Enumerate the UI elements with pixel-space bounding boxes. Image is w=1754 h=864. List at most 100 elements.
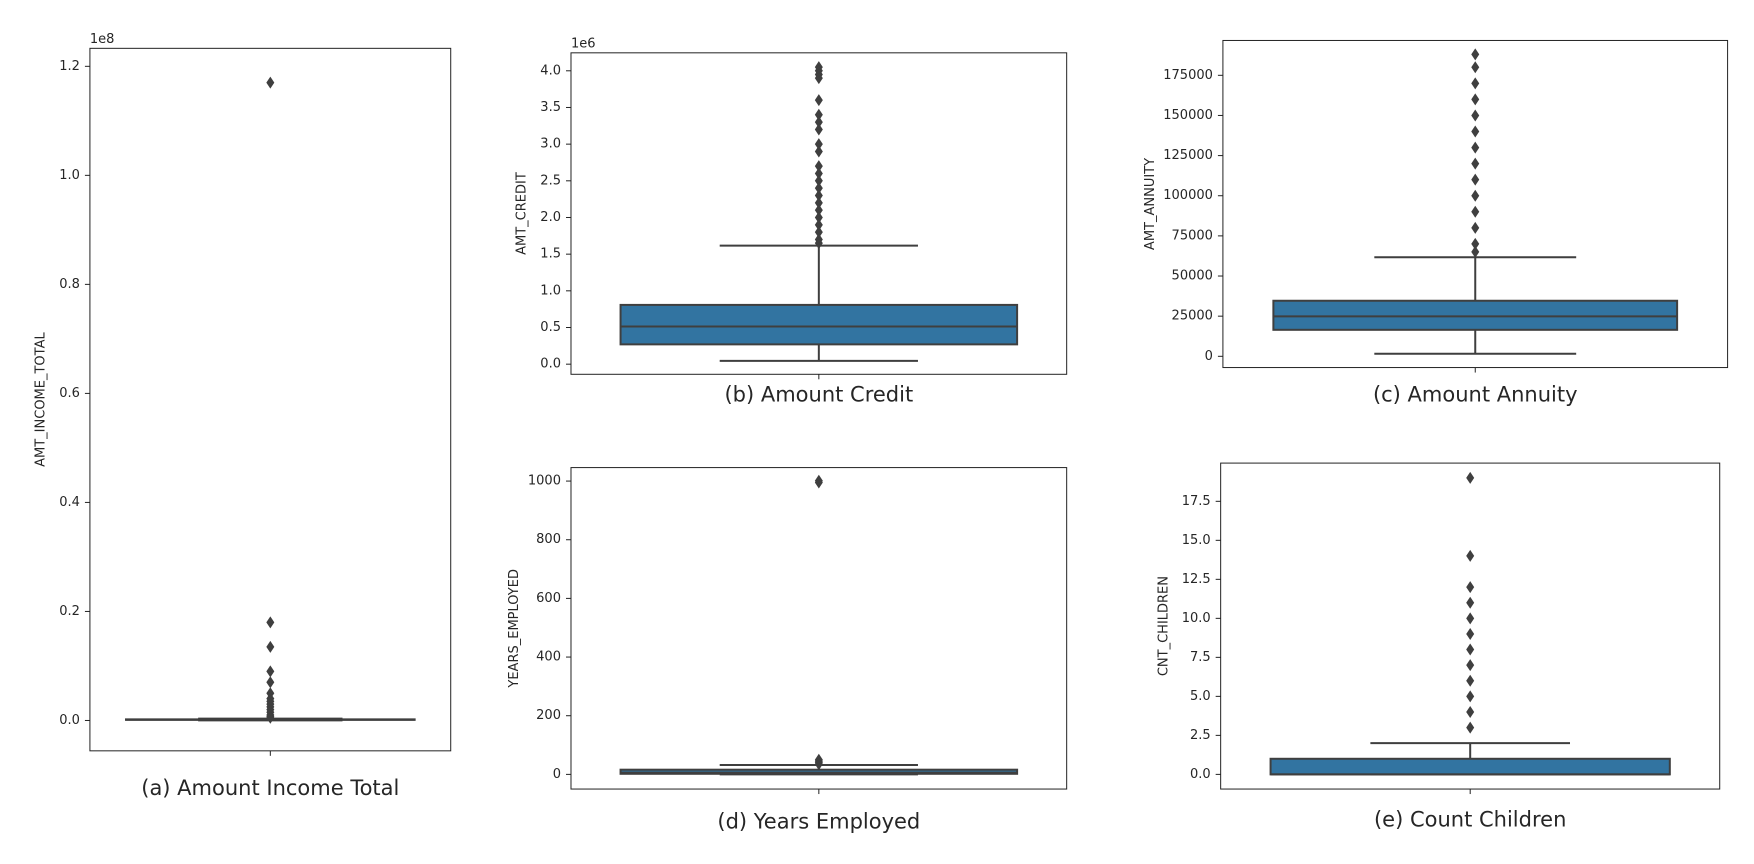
- y-tick-label: 25000: [1172, 309, 1213, 324]
- y-axis-label: AMT_ANNUITY: [1143, 158, 1158, 250]
- y-tick-label: 0.2: [59, 604, 80, 619]
- plot-frame: [570, 467, 1068, 790]
- y-tick-label: 0.0: [59, 713, 80, 728]
- y-tick-label: 150000: [1163, 108, 1213, 123]
- y-tick-label: 2.5: [540, 173, 561, 188]
- y-tick-label: 125000: [1163, 148, 1213, 163]
- outlier: [1471, 221, 1480, 234]
- outlier: [814, 226, 823, 239]
- y-tick-label: 10.0: [1182, 611, 1211, 626]
- outlier: [1471, 125, 1480, 138]
- y-tick-label: 17.5: [1182, 494, 1211, 509]
- y-tick-label: 1.0: [59, 168, 80, 183]
- outlier: [1466, 643, 1475, 656]
- y-axis-label: YEARS_EMPLOYED: [507, 569, 522, 689]
- outlier: [814, 145, 823, 158]
- outlier: [814, 476, 823, 489]
- outlier: [1466, 471, 1475, 484]
- outlier: [814, 94, 823, 107]
- outlier: [814, 108, 823, 121]
- y-tick-label: 2.5: [1190, 728, 1211, 743]
- y-tick-label: 0: [1205, 349, 1213, 364]
- outlier: [814, 211, 823, 224]
- caption: (d) Years Employed: [717, 810, 920, 834]
- outlier: [1471, 245, 1480, 258]
- outlier: [814, 182, 823, 195]
- y-tick-label: 15.0: [1182, 533, 1211, 548]
- y-tick-label: 0.8: [59, 277, 80, 292]
- axis-offset: 1e8: [90, 32, 115, 47]
- y-tick-label: 1.5: [540, 247, 561, 262]
- caption: (a) Amount Income Total: [141, 776, 399, 800]
- outlier: [1471, 141, 1480, 154]
- outlier: [1471, 48, 1480, 61]
- outlier: [814, 123, 823, 136]
- outlier: [814, 237, 823, 250]
- outlier: [814, 189, 823, 202]
- y-tick-label: 100000: [1163, 188, 1213, 203]
- outlier: [814, 196, 823, 209]
- caption: (c) Amount Annuity: [1373, 383, 1578, 407]
- y-axis-label: AMT_INCOME_TOTAL: [34, 332, 49, 467]
- outlier: [1471, 93, 1480, 106]
- outlier: [1466, 581, 1475, 594]
- outlier: [814, 160, 823, 173]
- outlier: [1466, 674, 1475, 687]
- outlier: [814, 138, 823, 151]
- y-tick-label: 5.0: [1190, 689, 1211, 704]
- outlier: [266, 711, 275, 724]
- y-tick-label: 0.6: [59, 386, 80, 401]
- outlier: [814, 116, 823, 129]
- y-tick-label: 0.5: [540, 320, 561, 335]
- outlier: [1471, 237, 1480, 250]
- outlier: [814, 167, 823, 180]
- y-tick-label: 0.0: [1190, 767, 1211, 782]
- y-tick-label: 2.0: [540, 210, 561, 225]
- y-tick-label: 175000: [1163, 68, 1213, 83]
- y-tick-label: 75000: [1172, 228, 1213, 243]
- axis-offset: 1e6: [571, 36, 596, 51]
- outlier: [1471, 189, 1480, 202]
- outlier: [1466, 690, 1475, 703]
- box: [1269, 757, 1671, 776]
- outlier: [266, 676, 275, 689]
- outlier: [1466, 596, 1475, 609]
- y-tick-label: 800: [536, 532, 561, 547]
- outlier: [266, 616, 275, 629]
- y-tick-label: 12.5: [1182, 572, 1211, 587]
- y-tick-label: 1.0: [540, 283, 561, 298]
- box: [1272, 299, 1679, 331]
- outlier: [1466, 627, 1475, 640]
- y-tick-label: 50000: [1172, 269, 1213, 284]
- outlier: [1466, 659, 1475, 672]
- outlier: [814, 758, 823, 771]
- y-tick-label: 0.0: [540, 357, 561, 372]
- box: [619, 303, 1019, 346]
- y-tick-label: 600: [536, 591, 561, 606]
- outlier: [814, 72, 823, 85]
- y-axis-label: AMT_CREDIT: [515, 172, 530, 255]
- outlier: [1471, 205, 1480, 218]
- outlier: [1471, 157, 1480, 170]
- outlier: [1466, 721, 1475, 734]
- y-tick-label: 0.4: [59, 495, 80, 510]
- outlier: [1471, 109, 1480, 122]
- y-tick-label: 1000: [528, 474, 561, 489]
- outlier: [1471, 77, 1480, 90]
- outlier: [814, 204, 823, 217]
- caption: (b) Amount Credit: [724, 383, 913, 407]
- outlier: [1471, 61, 1480, 74]
- outlier: [1466, 549, 1475, 562]
- caption: (e) Count Children: [1374, 807, 1566, 831]
- outlier: [814, 218, 823, 231]
- plot-frame: [1220, 462, 1721, 790]
- outlier: [1466, 612, 1475, 625]
- y-tick-label: 200: [536, 708, 561, 723]
- y-tick-label: 7.5: [1190, 650, 1211, 665]
- y-tick-label: 3.5: [540, 100, 561, 115]
- outlier: [1471, 173, 1480, 186]
- y-tick-label: 0: [553, 767, 561, 782]
- y-tick-label: 1.2: [59, 59, 80, 74]
